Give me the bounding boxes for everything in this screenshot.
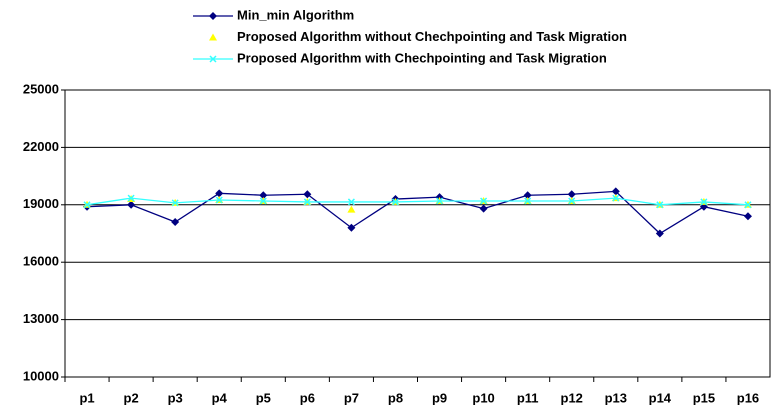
point — [127, 200, 136, 209]
point — [215, 196, 223, 204]
point — [209, 55, 217, 63]
x-tick-label: p6 — [300, 390, 315, 405]
x-tick-label: p10 — [472, 390, 494, 405]
y-tick-label: 25000 — [23, 81, 59, 96]
x-tick-label: p1 — [79, 390, 94, 405]
x-tick-label: p7 — [344, 390, 359, 405]
point — [480, 197, 488, 205]
x-tick-label: p14 — [649, 390, 672, 405]
point — [303, 190, 312, 199]
point — [744, 201, 752, 209]
x-tick-label: p11 — [517, 390, 539, 405]
point — [611, 187, 620, 196]
point — [209, 12, 217, 20]
series-line — [86, 197, 749, 206]
x-tick-label: p8 — [388, 390, 403, 405]
point — [171, 218, 180, 227]
series-line — [87, 190, 749, 235]
point — [743, 212, 752, 221]
point — [347, 205, 356, 213]
x-tick-label: p5 — [256, 390, 271, 405]
y-tick-label: 10000 — [23, 368, 59, 383]
point — [347, 198, 355, 206]
y-tick-label: 19000 — [23, 196, 59, 211]
point — [347, 223, 356, 232]
point — [83, 201, 91, 209]
y-tick-label: 16000 — [23, 254, 59, 269]
point — [479, 204, 488, 213]
y-tick-label: 13000 — [23, 311, 59, 326]
point — [524, 197, 532, 205]
x-tick-label: p12 — [561, 390, 583, 405]
point — [568, 197, 576, 205]
y-tick-label: 22000 — [23, 139, 59, 154]
point — [656, 201, 664, 209]
point — [259, 197, 267, 205]
point — [655, 229, 664, 238]
plot-border — [64, 89, 771, 378]
x-tick-label: p15 — [693, 390, 715, 405]
point — [171, 199, 179, 207]
point — [215, 189, 224, 198]
point — [259, 191, 268, 200]
point — [567, 190, 576, 199]
point — [700, 198, 708, 206]
x-tick-label: p9 — [432, 390, 447, 405]
legend-label: Proposed Algorithm without Chechpointing… — [237, 29, 627, 44]
x-tick-label: p3 — [168, 390, 183, 405]
point — [523, 191, 532, 200]
x-tick-label: p4 — [212, 390, 228, 405]
x-tick-label: p2 — [124, 390, 139, 405]
x-tick-label: p16 — [737, 390, 759, 405]
point — [127, 194, 135, 202]
point — [612, 194, 620, 202]
legend-label: Min_min Algorithm — [237, 7, 354, 22]
point — [303, 198, 311, 206]
point — [209, 33, 217, 41]
point — [436, 197, 444, 205]
x-tick-label: p13 — [605, 390, 627, 405]
point — [391, 198, 399, 206]
legend-label: Proposed Algorithm with Chechpointing an… — [237, 50, 607, 65]
